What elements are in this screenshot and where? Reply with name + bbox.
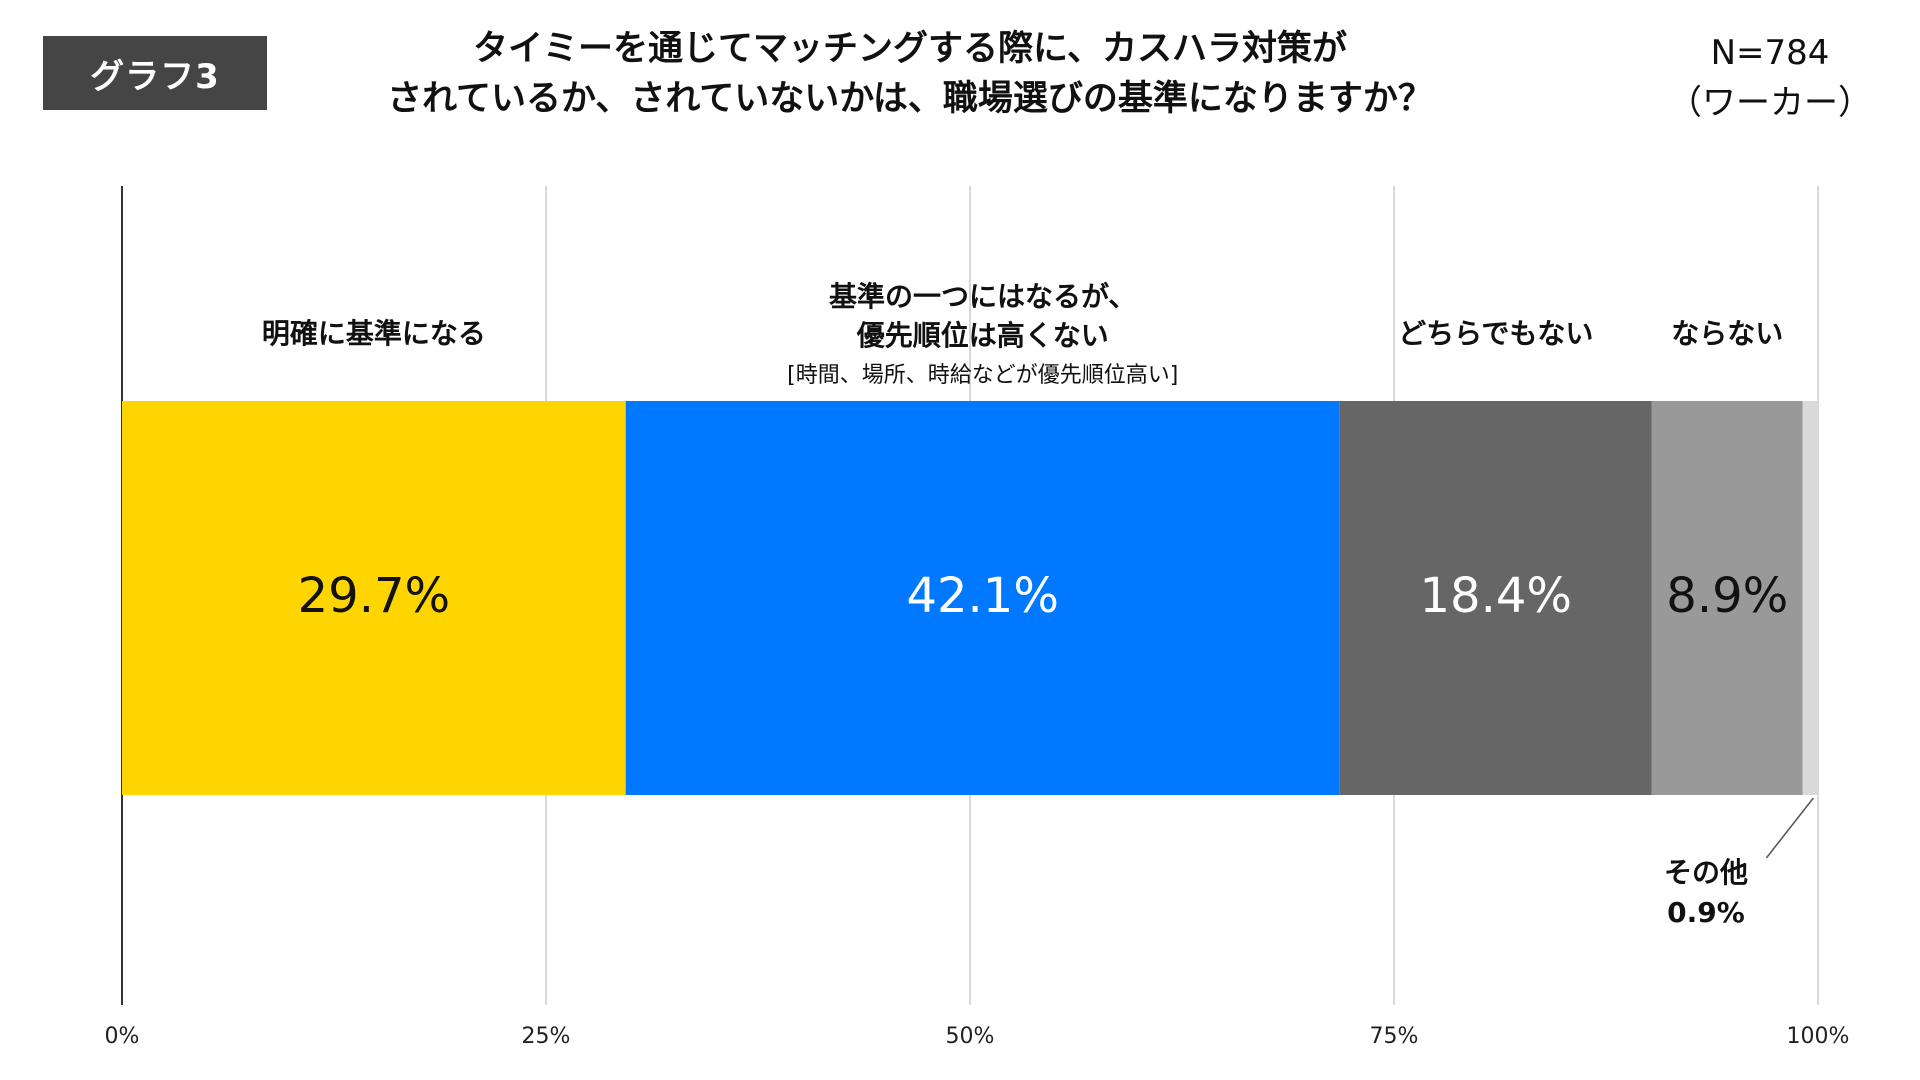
bar-segment-1 [625,401,1340,795]
bar-segment-0 [122,401,626,795]
value-label-2: 18.4% [1420,568,1572,624]
value-label-1: 42.1% [906,568,1058,624]
graph-badge: グラフ3 [43,36,267,110]
value-label-0: 29.7% [298,568,450,624]
bar-segment-2 [1339,401,1652,795]
tick-label-100: 100% [1787,1024,1850,1049]
bar-segment-4 [1802,401,1818,795]
bar-segment-3 [1651,401,1803,795]
sample-size: N=784 （ワーカー） [1640,28,1900,128]
tick-label-75: 75% [1370,1024,1419,1049]
segment-label-2: どちらでもない [1398,317,1593,350]
sample-size-count: N=784 [1710,33,1830,73]
segment-label-3: ならない [1671,317,1783,350]
segment-label-1-line-2: 優先順位は高くない [856,319,1109,352]
segment-label-0: 明確に基準になる [262,317,486,350]
sample-size-group: （ワーカー） [1668,83,1872,123]
tick-label-50: 50% [946,1024,995,1049]
tick-label-0: 0% [105,1024,140,1049]
value-label-4: 0.9% [1667,896,1745,929]
segment-sublabel-1: [時間、場所、時給などが優先順位高い] [787,363,1178,388]
chart-title-line-2: されているか、されていないかは、職場選びの基準になりますか？ [387,79,1433,119]
chart-title-line-1: タイミーを通じてマッチングする際に、カスハラ対策が [473,29,1347,69]
value-label-3: 8.9% [1666,568,1788,624]
tick-label-25: 25% [522,1024,571,1049]
segment-label-4: その他 [1664,856,1748,889]
callout-line-4 [1765,797,1814,859]
chart-title: タイミーを通じてマッチングする際に、カスハラ対策が されているか、されていないか… [330,24,1490,124]
segment-label-1-line-1: 基準の一つにはなるが、 [829,280,1136,313]
